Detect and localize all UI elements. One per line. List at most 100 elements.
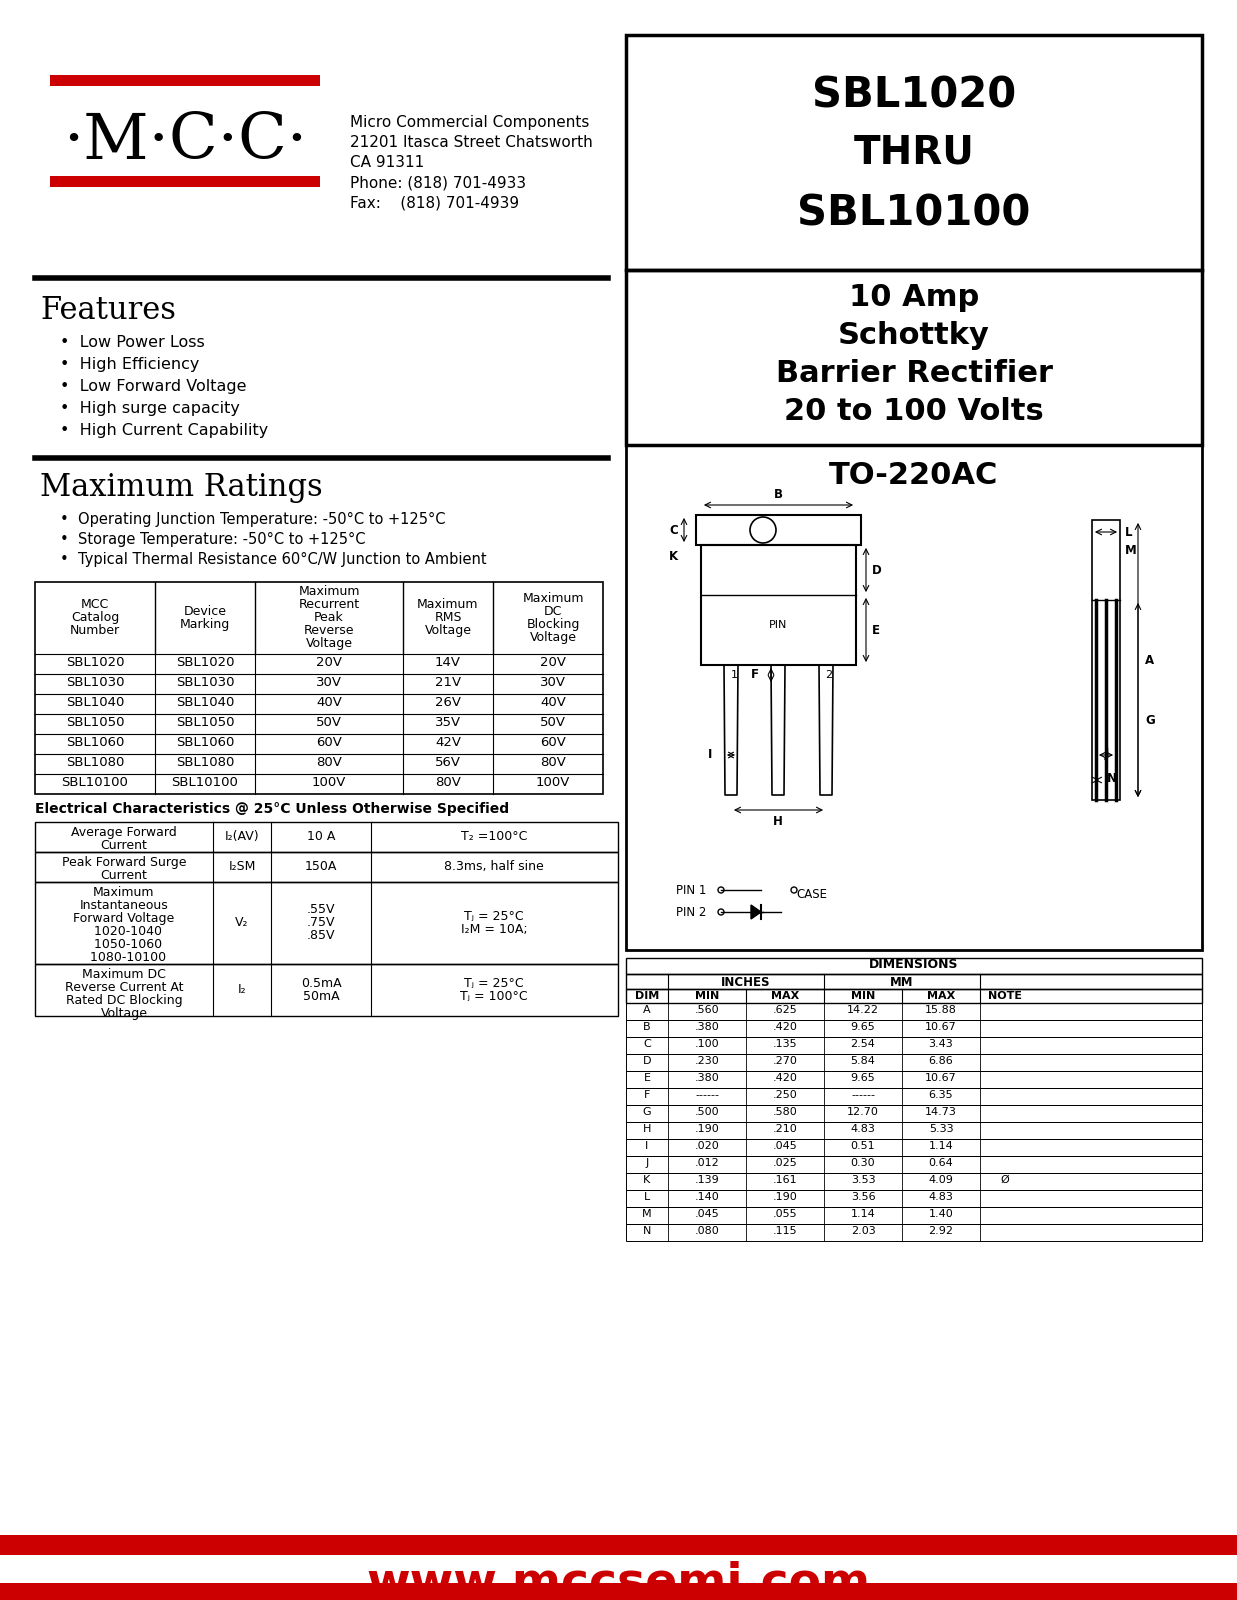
Text: C: C (669, 523, 678, 536)
Text: 40V: 40V (541, 696, 567, 709)
Text: •  High surge capacity: • High surge capacity (61, 402, 240, 416)
Text: D: D (872, 563, 882, 576)
Text: Voltage: Voltage (100, 1006, 147, 1021)
Bar (696, 515, 861, 546)
Text: SBL1030: SBL1030 (66, 677, 124, 690)
Bar (626, 1224, 1202, 1242)
Text: 15.88: 15.88 (925, 1005, 957, 1014)
Text: MAX: MAX (927, 990, 955, 1002)
Text: .625: .625 (773, 1005, 798, 1014)
Text: .025: .025 (773, 1158, 798, 1168)
Bar (626, 1155, 1202, 1173)
Text: 6.35: 6.35 (929, 1090, 954, 1101)
Bar (626, 1190, 1202, 1206)
Bar (626, 1173, 1202, 1190)
Text: .190: .190 (773, 1192, 798, 1202)
Text: Maximum: Maximum (298, 586, 360, 598)
Text: PIN 1: PIN 1 (675, 883, 706, 896)
Text: B: B (773, 488, 783, 501)
Text: 30V: 30V (541, 677, 567, 690)
Text: 14V: 14V (435, 656, 461, 669)
Text: 1.14: 1.14 (929, 1141, 954, 1150)
Text: 10.67: 10.67 (925, 1022, 957, 1032)
Text: 50mA: 50mA (303, 990, 339, 1003)
Text: G: G (1145, 714, 1155, 726)
Text: •  Operating Junction Temperature: -50°C to +125°C: • Operating Junction Temperature: -50°C … (61, 512, 445, 526)
Text: 20 to 100 Volts: 20 to 100 Volts (784, 397, 1044, 427)
Text: PIN: PIN (769, 619, 787, 630)
Text: .500: .500 (695, 1107, 719, 1117)
Bar (49, 75, 320, 86)
Text: F: F (643, 1090, 651, 1101)
Text: A: A (1145, 653, 1154, 667)
Text: 100V: 100V (312, 776, 346, 789)
Bar (626, 1070, 1202, 1088)
Bar (0, 1582, 1237, 1600)
Text: Instantaneous: Instantaneous (79, 899, 168, 912)
Text: •  High Current Capability: • High Current Capability (61, 422, 268, 438)
Text: K: K (643, 1174, 651, 1186)
Circle shape (717, 909, 724, 915)
Text: Marking: Marking (179, 618, 230, 630)
Text: 5.84: 5.84 (851, 1056, 876, 1066)
Text: .270: .270 (773, 1056, 798, 1066)
Bar (626, 989, 1202, 1003)
Text: 0.51: 0.51 (851, 1141, 876, 1150)
Text: .045: .045 (695, 1210, 720, 1219)
Text: G: G (643, 1107, 652, 1117)
Bar (626, 1122, 1202, 1139)
Text: E: E (643, 1074, 651, 1083)
Text: .055: .055 (773, 1210, 798, 1219)
Bar (0, 1534, 1237, 1555)
Text: •  Low Power Loss: • Low Power Loss (61, 334, 205, 350)
Text: Recurrent: Recurrent (298, 598, 360, 611)
Text: 56V: 56V (435, 757, 461, 770)
Text: 50V: 50V (541, 717, 567, 730)
Text: N: N (1107, 773, 1117, 786)
Text: .420: .420 (773, 1074, 798, 1083)
Text: 3.56: 3.56 (851, 1192, 876, 1202)
Bar (701, 546, 856, 666)
Text: SBL1020: SBL1020 (66, 656, 124, 669)
Text: 9.65: 9.65 (851, 1074, 876, 1083)
Text: .045: .045 (773, 1141, 798, 1150)
Text: Catalog: Catalog (71, 611, 119, 624)
Text: INCHES: INCHES (721, 976, 771, 989)
Text: L: L (644, 1192, 651, 1202)
Text: Electrical Characteristics @ 25°C Unless Otherwise Specified: Electrical Characteristics @ 25°C Unless… (35, 802, 510, 816)
Text: .380: .380 (695, 1074, 720, 1083)
Text: 6.86: 6.86 (929, 1056, 954, 1066)
Bar (626, 1003, 1202, 1021)
Text: 40V: 40V (317, 696, 341, 709)
Text: 3.43: 3.43 (929, 1038, 954, 1050)
Bar (35, 963, 618, 1016)
Text: M: M (642, 1210, 652, 1219)
Text: 4.83: 4.83 (851, 1123, 876, 1134)
Text: B: B (643, 1022, 651, 1032)
Text: 20V: 20V (315, 656, 341, 669)
Text: I₂: I₂ (238, 982, 246, 995)
Text: SBL1030: SBL1030 (176, 677, 234, 690)
Text: Fax:    (818) 701-4939: Fax: (818) 701-4939 (350, 195, 520, 210)
Bar (626, 1106, 1202, 1122)
Bar (35, 882, 618, 963)
Bar (626, 974, 1202, 989)
Text: 1020-1040: 1020-1040 (87, 925, 162, 938)
Text: Rated DC Blocking: Rated DC Blocking (66, 994, 182, 1006)
Text: .380: .380 (695, 1022, 720, 1032)
Text: 2.03: 2.03 (851, 1226, 876, 1235)
Bar (626, 445, 1202, 950)
Text: THRU: THRU (854, 134, 975, 171)
Text: 30V: 30V (315, 677, 341, 690)
Bar (626, 270, 1202, 445)
Text: DIMENSIONS: DIMENSIONS (870, 958, 959, 971)
Circle shape (717, 886, 724, 893)
Text: Micro Commercial Components: Micro Commercial Components (350, 115, 589, 130)
Text: D: D (643, 1056, 651, 1066)
Text: Maximum: Maximum (93, 886, 155, 899)
Text: Device: Device (183, 605, 226, 618)
Text: N: N (643, 1226, 651, 1235)
Text: RMS: RMS (434, 611, 461, 624)
Text: .75V: .75V (307, 915, 335, 930)
Bar (35, 822, 618, 851)
